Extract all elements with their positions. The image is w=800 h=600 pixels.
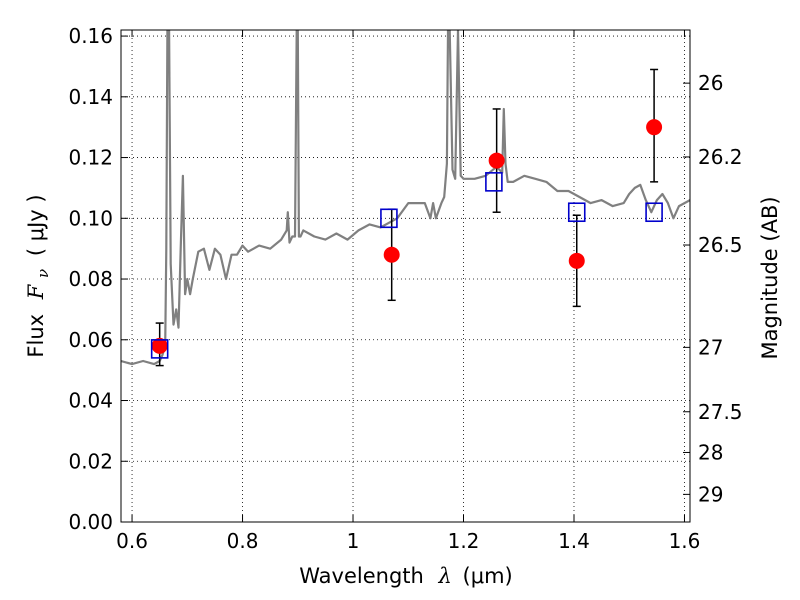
y-axis-label: Flux F ν ( μJy ) bbox=[24, 194, 53, 357]
plot-background bbox=[121, 30, 690, 522]
y-axis-label-symbol: F bbox=[24, 283, 48, 300]
flux-point bbox=[488, 152, 505, 169]
y2-axis: 26 26.2 26.5 27 27.5 28 29 bbox=[683, 71, 743, 506]
flux-point bbox=[646, 119, 663, 136]
x-axis-label: Wavelength λ (μm) bbox=[299, 564, 512, 588]
y-tick-label: 0.16 bbox=[68, 24, 113, 48]
x-tick-label: 1.6 bbox=[669, 529, 701, 553]
y-tick-label: 0.10 bbox=[68, 206, 113, 230]
y-tick-label: 0.14 bbox=[68, 85, 113, 109]
y-axis-label-text: Flux bbox=[24, 314, 48, 358]
y2-tick-label: 28 bbox=[698, 440, 723, 464]
spectrum-layer bbox=[121, 30, 690, 366]
model-square bbox=[150, 339, 169, 359]
x-tick-label: 1.4 bbox=[558, 529, 590, 553]
x-tick-label: 0.8 bbox=[227, 529, 259, 553]
y-tick-label: 0.06 bbox=[68, 328, 113, 352]
spectrum-line bbox=[121, 30, 690, 366]
x-axis: 0.6 0.8 1 1.2 1.4 1.6 bbox=[116, 30, 700, 553]
y-axis-label-unit: ( μJy ) bbox=[24, 194, 48, 256]
y-tick-label: 0.02 bbox=[68, 449, 113, 473]
model-square bbox=[380, 208, 398, 229]
model-square bbox=[485, 172, 503, 192]
y-axis: 0.00 0.02 0.04 0.06 0.08 0.10 0.12 0.14 0.16 bbox=[68, 24, 128, 534]
y2-tick-label: 29 bbox=[698, 482, 723, 506]
y-tick-label: 0.08 bbox=[68, 267, 113, 291]
y-tick-label: 0.12 bbox=[68, 146, 113, 170]
model-square bbox=[567, 202, 586, 223]
model-square bbox=[645, 202, 663, 223]
y2-tick-label: 27 bbox=[698, 335, 723, 359]
flux-point bbox=[151, 337, 168, 354]
flux-point bbox=[568, 252, 585, 269]
flux-point bbox=[383, 246, 400, 263]
x-axis-label-unit: (μm) bbox=[463, 564, 513, 588]
x-axis-label-symbol: λ bbox=[438, 564, 452, 588]
plot-frame bbox=[120, 29, 691, 523]
plot-area bbox=[121, 30, 690, 367]
x-tick-label: 1.2 bbox=[448, 529, 480, 553]
squares-layer bbox=[150, 172, 663, 359]
y-axis-label-subscript: ν bbox=[34, 269, 52, 278]
y2-tick-label: 26.5 bbox=[698, 233, 743, 257]
y2-tick-label: 26 bbox=[698, 71, 723, 95]
x-axis-label-text: Wavelength bbox=[299, 564, 424, 588]
x-tick-label: 1 bbox=[347, 529, 360, 553]
x-tick-label: 0.6 bbox=[116, 529, 148, 553]
points-layer bbox=[151, 119, 663, 354]
y-tick-label: 0.00 bbox=[68, 510, 113, 534]
y-tick-label: 0.04 bbox=[68, 389, 113, 413]
y2-tick-label: 27.5 bbox=[698, 400, 743, 424]
y2-tick-label: 26.2 bbox=[698, 145, 743, 169]
y2-axis-label: Magnitude (AB) bbox=[758, 196, 782, 359]
